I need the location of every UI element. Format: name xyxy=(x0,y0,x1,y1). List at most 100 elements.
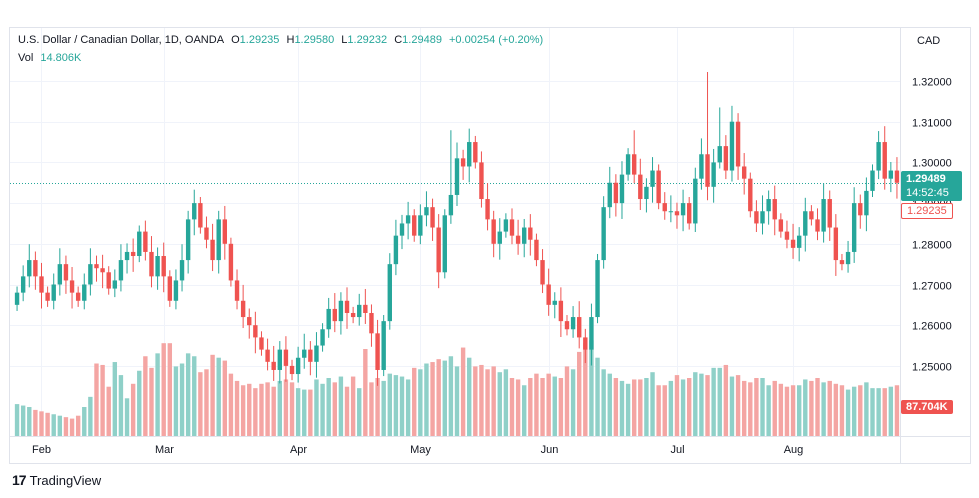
candle-down xyxy=(778,219,784,232)
candle-up xyxy=(607,182,612,208)
volume-bar xyxy=(632,379,637,436)
candle-down xyxy=(632,154,637,175)
candle-down xyxy=(412,215,417,236)
volume-bar xyxy=(326,378,331,436)
volume-bar xyxy=(430,362,435,436)
volume-bar xyxy=(595,357,600,436)
volume-bar xyxy=(130,383,136,436)
volume-bar xyxy=(112,362,118,436)
volume-bar xyxy=(534,373,539,436)
candle-down xyxy=(289,365,295,375)
candle-up xyxy=(137,231,142,257)
candle-up xyxy=(821,199,826,232)
candle-up xyxy=(552,300,557,305)
symbol-title: U.S. Dollar / Canadian Dollar, 1D, OANDA xyxy=(18,34,225,46)
brand-name: TradingView xyxy=(29,472,102,488)
candle-down xyxy=(534,239,539,261)
volume-bar xyxy=(851,386,857,436)
candle-down xyxy=(130,251,136,257)
volume-bar xyxy=(240,385,246,436)
volume-bar xyxy=(387,373,392,436)
volume-bar xyxy=(185,353,191,436)
candle-up xyxy=(625,154,631,175)
grid xyxy=(10,28,900,436)
candle-down xyxy=(308,349,313,362)
volume-bar xyxy=(858,385,863,436)
candle-down xyxy=(265,349,270,362)
candle-down xyxy=(33,260,38,277)
volume-bar xyxy=(809,380,814,436)
candle-up xyxy=(729,121,735,171)
volume-bar xyxy=(601,369,606,436)
y-tick-label: 1.30000 xyxy=(912,158,952,170)
tradingview-brand[interactable]: 17 TradingView xyxy=(12,472,101,488)
candle-down xyxy=(234,280,240,301)
candle-down xyxy=(858,203,863,216)
volume-bar xyxy=(589,340,594,436)
volume-bar xyxy=(332,382,337,436)
volume-bar xyxy=(607,373,612,436)
candle-up xyxy=(381,321,386,370)
volume-bar xyxy=(234,380,240,436)
candle-up xyxy=(173,280,179,301)
candle-up xyxy=(405,215,411,224)
volume-bar xyxy=(552,376,557,436)
volume-bar xyxy=(479,364,484,436)
volume-value: 14.806K xyxy=(40,52,82,64)
candle-down xyxy=(143,231,148,252)
candle-up xyxy=(118,260,124,281)
volume-bar xyxy=(143,356,148,436)
volume-bar xyxy=(265,382,270,436)
candle-down xyxy=(45,292,50,301)
open-value: 1.29235 xyxy=(239,34,280,46)
volume-bar xyxy=(253,388,258,436)
candle-down xyxy=(674,211,680,216)
candle-up xyxy=(338,300,344,322)
candle-down xyxy=(772,199,777,220)
volume-bar xyxy=(864,382,869,436)
candle-down xyxy=(577,317,582,338)
volume-bar xyxy=(638,379,643,436)
candle-up xyxy=(503,219,509,232)
candle-up xyxy=(845,251,851,265)
candle-up xyxy=(216,219,221,261)
candle-up xyxy=(326,308,331,330)
volume-bar xyxy=(717,367,722,436)
volume-bar xyxy=(845,389,851,436)
candle-down xyxy=(363,304,368,313)
candle-up xyxy=(192,203,197,220)
candle-down xyxy=(479,162,484,200)
volume-bar xyxy=(381,380,386,436)
candle-down xyxy=(436,227,441,273)
candle-up xyxy=(595,260,600,318)
volume-bar xyxy=(748,382,753,436)
volume-bar xyxy=(772,380,777,436)
candle-down xyxy=(564,321,570,330)
volume-bar xyxy=(503,369,509,436)
candle-down xyxy=(161,256,166,277)
volume-bar xyxy=(528,378,533,436)
volume-bar xyxy=(723,364,729,436)
volume-bar xyxy=(693,372,698,436)
volume-bar xyxy=(27,407,32,436)
candle-up xyxy=(20,276,26,293)
volume-bar xyxy=(619,380,625,436)
candle-up xyxy=(357,304,362,318)
candle-up xyxy=(717,146,722,163)
volume-bar xyxy=(69,418,75,436)
candle-down xyxy=(509,219,515,236)
volume-bar xyxy=(436,359,441,436)
candle-down xyxy=(460,158,466,167)
candle-up xyxy=(467,142,472,167)
volume-bar xyxy=(790,385,796,436)
candle-down xyxy=(473,142,478,163)
candle-down xyxy=(790,239,796,248)
high-value: 1.29580 xyxy=(294,34,335,46)
candle-down xyxy=(69,280,75,293)
volume-tag: 87.704K xyxy=(901,400,953,414)
candle-down xyxy=(350,312,356,318)
volume-bar xyxy=(674,375,680,436)
volume-bar xyxy=(161,343,166,436)
